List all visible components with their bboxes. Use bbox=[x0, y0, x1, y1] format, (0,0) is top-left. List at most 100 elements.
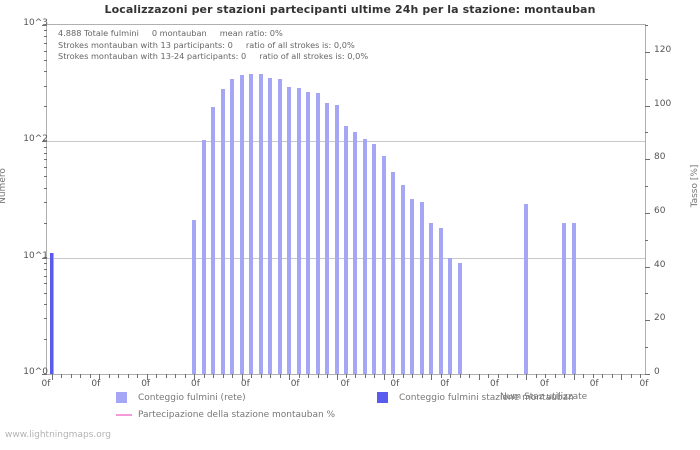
y2-tick bbox=[645, 293, 648, 295]
bar bbox=[315, 93, 320, 374]
bar bbox=[334, 105, 339, 374]
plot-area bbox=[42, 24, 650, 380]
y-tick-minor bbox=[44, 275, 47, 277]
x-tick bbox=[118, 374, 120, 378]
bar bbox=[448, 257, 453, 374]
y-tick-minor bbox=[44, 262, 47, 264]
x-axis-title: Num Staz utilizzate bbox=[500, 392, 588, 402]
x-tick bbox=[279, 374, 281, 378]
x-tick bbox=[478, 374, 480, 380]
legend-swatch-network bbox=[116, 392, 127, 403]
x-tick-label: 0f bbox=[440, 379, 450, 389]
x-tick bbox=[450, 374, 452, 378]
x-tick bbox=[165, 374, 167, 378]
x-tick-label: 0f bbox=[240, 379, 250, 389]
bar bbox=[230, 78, 235, 374]
x-tick bbox=[203, 374, 205, 378]
bar bbox=[277, 78, 282, 374]
y-tick-major bbox=[42, 25, 47, 26]
x-tick bbox=[421, 374, 423, 378]
x-tick bbox=[289, 374, 291, 380]
bar bbox=[287, 86, 292, 374]
x-tick bbox=[393, 374, 395, 378]
x-tick-label: 0f bbox=[340, 379, 350, 389]
x-tick-label: 0f bbox=[490, 379, 499, 389]
footer-url: www.lightningmaps.org bbox=[5, 430, 111, 440]
y2-axis-title: Tasso [%] bbox=[690, 164, 700, 208]
bar bbox=[50, 252, 54, 374]
y-tick-label: 10^2 bbox=[23, 134, 48, 145]
x-tick bbox=[516, 374, 518, 378]
y-tick-minor bbox=[44, 318, 47, 320]
bar bbox=[211, 106, 216, 374]
bar bbox=[372, 143, 377, 374]
x-tick bbox=[146, 374, 148, 380]
x-tick bbox=[535, 374, 537, 378]
legend-swatch-station bbox=[377, 392, 388, 403]
y-tick-minor bbox=[44, 187, 47, 189]
y2-tick-label: 60 bbox=[654, 205, 666, 216]
x-tick bbox=[545, 374, 547, 378]
x-tick bbox=[526, 374, 528, 380]
bar bbox=[344, 126, 348, 374]
chart-title: Localizzazoni per stazioni partecipanti … bbox=[104, 3, 596, 16]
x-tick bbox=[327, 374, 329, 378]
bar bbox=[524, 203, 529, 374]
x-tick bbox=[213, 374, 215, 378]
y-tick-minor bbox=[44, 268, 47, 270]
x-tick bbox=[251, 374, 253, 378]
x-tick bbox=[440, 374, 442, 378]
x-tick bbox=[61, 374, 63, 378]
y-tick-label: 10^1 bbox=[23, 250, 48, 261]
x-tick-label: 0f bbox=[539, 379, 549, 389]
bar bbox=[268, 78, 273, 374]
y2-tick-label: 0 bbox=[654, 367, 660, 377]
bar bbox=[571, 222, 576, 374]
x-tick bbox=[611, 374, 613, 378]
x-tick bbox=[270, 374, 272, 378]
x-tick bbox=[374, 374, 376, 378]
y-tick-minor bbox=[44, 50, 47, 52]
x-tick bbox=[469, 374, 471, 378]
y2-tick bbox=[645, 159, 650, 161]
x-tick bbox=[640, 374, 642, 378]
x-tick-label: 0f bbox=[191, 379, 200, 389]
x-tick bbox=[308, 374, 310, 378]
x-tick-label: 0f bbox=[41, 379, 51, 389]
y2-tick-label: 20 bbox=[654, 313, 666, 324]
y-tick-major bbox=[42, 257, 47, 259]
x-tick bbox=[137, 374, 139, 378]
bars-layer bbox=[47, 25, 645, 374]
x-tick bbox=[497, 374, 499, 378]
x-tick bbox=[630, 374, 632, 378]
y-tick-minor bbox=[44, 292, 47, 294]
y2-tick-label: 40 bbox=[654, 259, 666, 270]
x-tick bbox=[241, 374, 243, 380]
x-tick bbox=[175, 374, 177, 378]
y2-tick bbox=[645, 186, 648, 188]
x-tick bbox=[573, 374, 575, 380]
y2-tick bbox=[645, 78, 648, 80]
bar bbox=[201, 139, 206, 374]
x-tick bbox=[383, 374, 385, 380]
annotation-line-2: Strokes montauban with 13 participants: … bbox=[58, 39, 355, 50]
x-tick bbox=[564, 374, 566, 378]
bar bbox=[325, 102, 330, 374]
y2-tick-label: 100 bbox=[654, 98, 672, 109]
y-tick-minor bbox=[44, 283, 47, 285]
bar bbox=[381, 155, 386, 374]
y-tick-minor bbox=[44, 146, 47, 148]
y-tick-minor bbox=[44, 338, 47, 340]
x-tick-label: 0f bbox=[91, 379, 101, 389]
y-tick-minor bbox=[44, 303, 47, 305]
y2-tick bbox=[645, 212, 650, 214]
x-tick-label: 0f bbox=[390, 379, 400, 389]
x-tick bbox=[108, 374, 110, 378]
x-tick bbox=[355, 374, 357, 378]
x-tick bbox=[621, 374, 623, 380]
y-tick-major bbox=[42, 141, 47, 143]
y2-tick bbox=[645, 320, 650, 322]
x-tick bbox=[488, 374, 490, 378]
y2-tick-label: 80 bbox=[654, 152, 666, 163]
